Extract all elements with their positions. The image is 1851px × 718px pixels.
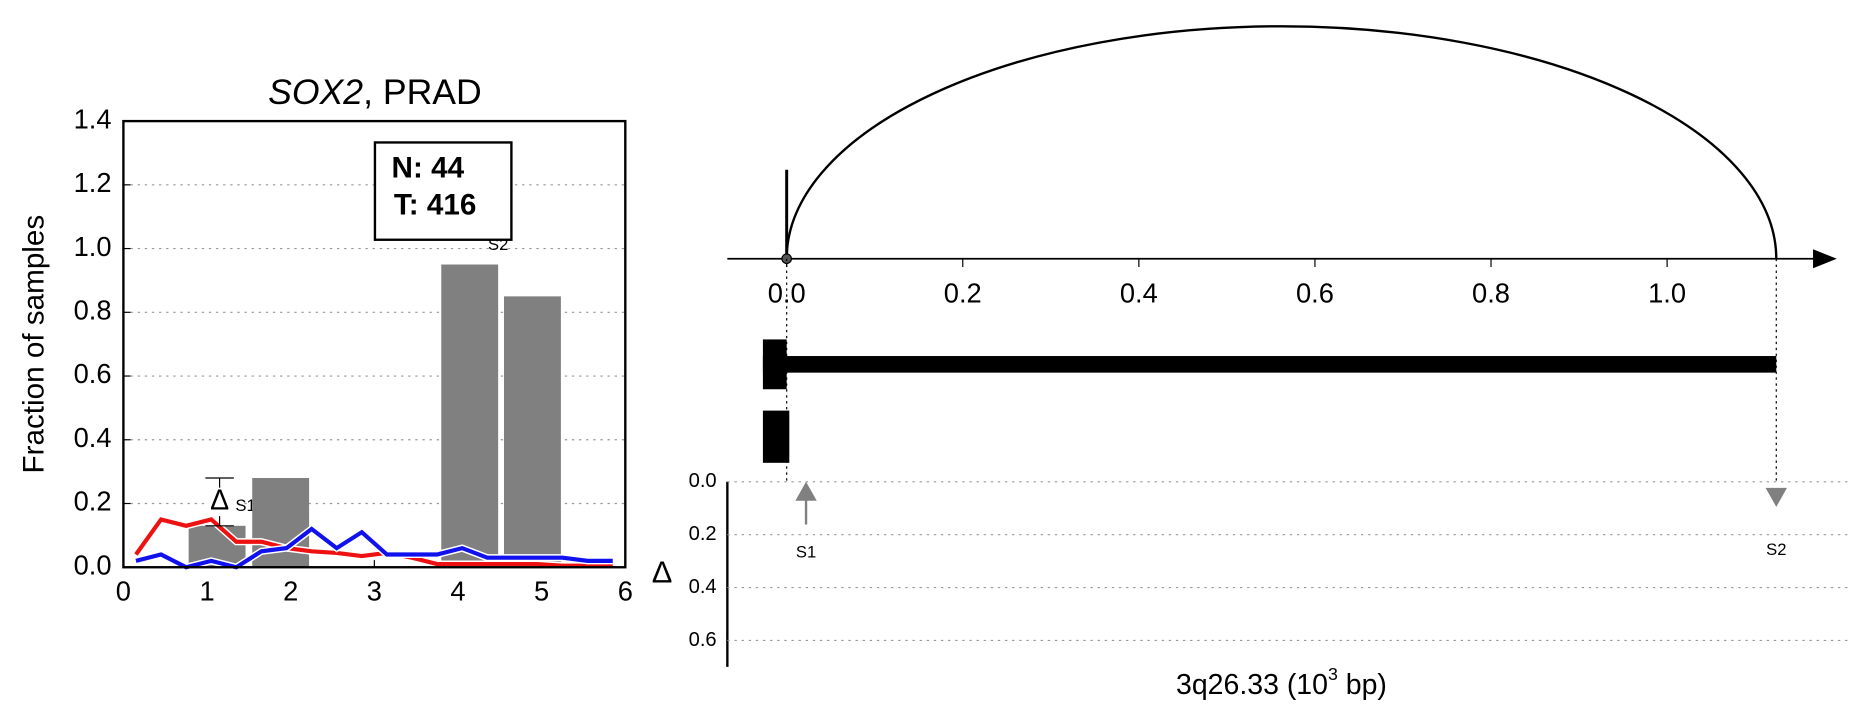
- x-tick-label: 0: [116, 576, 131, 607]
- exon: [762, 410, 790, 463]
- x-tick-label: 0.6: [1296, 278, 1334, 309]
- delta-label: Δ: [210, 484, 229, 516]
- site-marker: [1765, 487, 1787, 507]
- x-label-tail: bp): [1338, 668, 1387, 700]
- y-tick-label: 0.4: [74, 422, 112, 453]
- chart-title: SOX2, PRAD: [268, 72, 482, 112]
- bar: [504, 296, 561, 568]
- title-suffix: , PRAD: [363, 72, 482, 112]
- y-tick-label: 0.2: [74, 486, 112, 517]
- y-tick-label: 1.2: [74, 167, 112, 198]
- x-axis-label: 3q26.33 (103 bp): [1176, 664, 1387, 700]
- x-tick-label: 0.4: [1120, 278, 1158, 309]
- exon: [762, 339, 787, 390]
- x-tick-label: 0.8: [1472, 278, 1510, 309]
- y-tick-label: 1.0: [74, 231, 112, 262]
- x-tick-label: 3: [367, 576, 382, 607]
- y-tick-label: 0.6: [74, 358, 112, 389]
- x-label-sup: 3: [1328, 664, 1338, 684]
- transcript: [762, 356, 1777, 373]
- x-tick-label: 4: [450, 576, 465, 607]
- plot-frame: [122, 119, 627, 569]
- arc: [785, 24, 1778, 259]
- x-label-main: 3q26.33 (10: [1176, 668, 1328, 700]
- x-tick-label: 0.0: [768, 278, 806, 309]
- annotation-text: N: 44: [392, 152, 465, 185]
- line-series: [135, 526, 613, 570]
- y-tick-label: 0.0: [74, 549, 112, 580]
- site-label: S1: [796, 542, 816, 561]
- delta-tick-label: 0.4: [689, 576, 717, 598]
- x-tick-label: 2: [283, 576, 298, 607]
- delta-axis-label: Δ: [652, 555, 673, 590]
- x-tick-label: 1.0: [1648, 278, 1686, 309]
- x-axis-arrow: [1813, 249, 1837, 269]
- bar-label: S1: [235, 496, 255, 515]
- bar: [441, 264, 499, 568]
- delta-tick-label: 0.0: [689, 470, 717, 492]
- y-axis-label: Fraction of samples: [17, 215, 50, 474]
- site-marker: [795, 481, 817, 501]
- line-series: [134, 517, 613, 568]
- x-tick-label: 6: [618, 576, 633, 607]
- delta-tick-label: 0.6: [689, 629, 717, 651]
- annotation-box: [373, 141, 513, 241]
- annotation-text: T: 416: [394, 188, 476, 221]
- arc-point: [781, 253, 793, 265]
- x-tick-label: 1: [199, 576, 214, 607]
- delta-tick-label: 0.2: [689, 523, 717, 545]
- gene-name: SOX2: [268, 72, 363, 112]
- x-tick-label: 5: [534, 576, 549, 607]
- y-tick-label: 1.4: [74, 103, 112, 134]
- y-tick-label: 0.8: [74, 295, 112, 326]
- delta-bg: [206, 487, 233, 517]
- x-tick-label: 0.2: [944, 278, 982, 309]
- site-label: S2: [1766, 540, 1786, 559]
